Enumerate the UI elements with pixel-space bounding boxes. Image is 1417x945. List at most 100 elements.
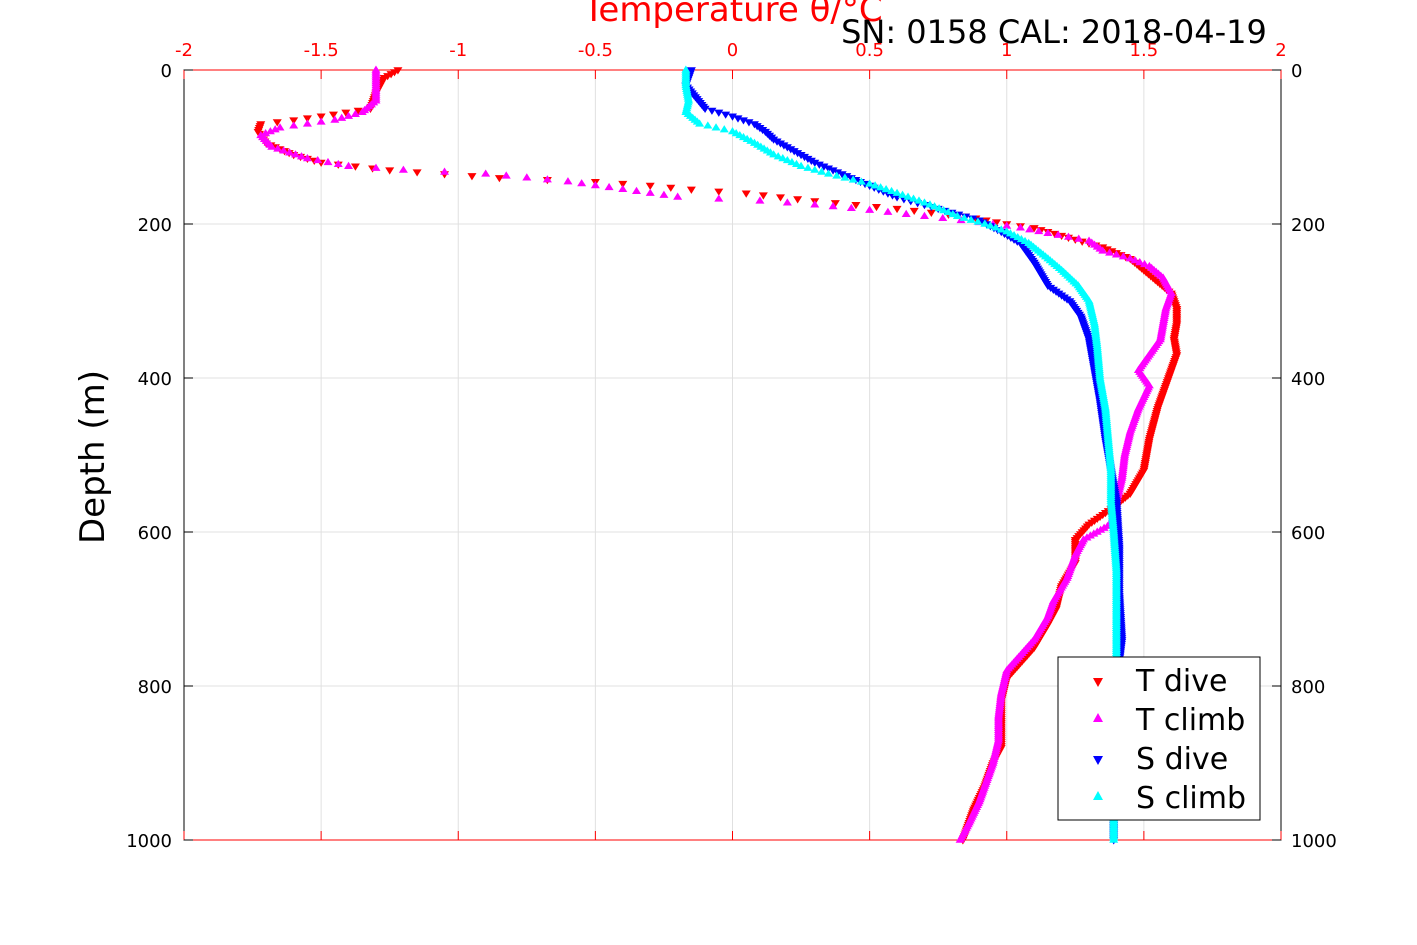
data-point	[943, 207, 953, 216]
data-point	[440, 167, 450, 175]
data-point	[700, 105, 710, 113]
data-point	[645, 188, 655, 196]
data-point	[357, 107, 367, 116]
data-point	[744, 119, 754, 127]
data-point	[1043, 228, 1053, 236]
data-point	[1015, 223, 1025, 231]
data-point	[1109, 835, 1119, 843]
y-tick-label-left: 800	[138, 677, 172, 698]
data-point	[1053, 230, 1063, 238]
data-point	[728, 113, 737, 121]
legend-marker-t-dive	[1093, 678, 1103, 687]
data-point	[279, 146, 289, 154]
data-point	[803, 163, 813, 171]
data-point	[926, 209, 936, 217]
data-point	[934, 204, 944, 212]
data-point	[1118, 252, 1128, 260]
y-tick-label-right: 400	[1291, 369, 1325, 390]
data-point	[711, 123, 721, 131]
data-point	[265, 127, 275, 135]
data-point	[823, 165, 833, 173]
data-point	[371, 163, 381, 171]
legend-label-t-climb: T climb	[1135, 703, 1245, 738]
data-point	[738, 117, 748, 125]
data-point	[817, 167, 827, 175]
data-point	[302, 119, 312, 127]
data-point	[819, 163, 829, 171]
data-point	[881, 185, 891, 193]
data-point	[604, 182, 614, 191]
data-point	[919, 211, 929, 219]
data-point	[1025, 225, 1035, 233]
data-point	[385, 167, 395, 175]
data-point	[350, 163, 360, 171]
data-point	[707, 107, 717, 115]
data-point	[814, 161, 824, 169]
x-tick-label: -0.5	[578, 40, 613, 61]
data-point	[775, 194, 785, 202]
x-tick-label: -1.5	[304, 40, 339, 61]
x-tick-label: 0	[727, 40, 738, 61]
data-point	[973, 217, 983, 225]
data-point	[316, 117, 326, 125]
data-point	[1135, 258, 1145, 266]
data-point	[522, 173, 532, 181]
data-point	[412, 169, 422, 177]
data-point	[939, 206, 949, 214]
data-point	[828, 202, 838, 210]
data-point	[1125, 254, 1135, 262]
data-point	[810, 159, 820, 167]
data-point	[930, 202, 940, 210]
data-point	[285, 148, 295, 156]
data-point	[695, 119, 705, 127]
series-t-dive	[253, 67, 1182, 845]
data-point	[333, 159, 343, 168]
data-point	[837, 171, 847, 179]
data-point	[980, 219, 990, 227]
data-point	[856, 177, 866, 185]
data-point	[810, 200, 820, 208]
y-tick-label-left: 400	[138, 369, 172, 390]
data-point	[991, 219, 1001, 227]
legend-label-s-climb: S climb	[1136, 781, 1246, 816]
legend-label-s-dive: S dive	[1136, 742, 1228, 777]
data-point	[302, 154, 312, 162]
legend-marker-s-dive	[1093, 756, 1103, 765]
legend-marker-s-climb	[1093, 791, 1103, 800]
data-point	[501, 171, 511, 179]
data-point	[851, 202, 861, 210]
data-point	[344, 161, 354, 169]
data-point	[313, 155, 323, 164]
data-point	[590, 181, 600, 189]
data-point	[1140, 259, 1150, 268]
x-tick-label: -2	[175, 40, 193, 61]
data-point	[1074, 234, 1084, 242]
data-point	[291, 150, 301, 158]
data-point	[289, 121, 299, 129]
data-point	[328, 111, 338, 119]
data-point	[494, 175, 504, 183]
data-point	[632, 186, 642, 194]
data-point	[1111, 250, 1121, 258]
data-point	[659, 190, 669, 198]
data-point	[344, 111, 354, 119]
data-point	[791, 159, 801, 168]
data-point	[966, 215, 976, 223]
data-point	[796, 161, 806, 169]
x-tick-label: 0.5	[855, 40, 884, 61]
y-tick-label-left: 0	[161, 61, 172, 82]
data-point	[1034, 226, 1044, 235]
data-point	[316, 113, 326, 121]
data-series	[253, 65, 1182, 845]
data-point	[296, 152, 306, 160]
data-point	[773, 152, 783, 160]
data-point	[871, 203, 881, 212]
data-point	[883, 207, 893, 215]
legend-box	[1057, 656, 1261, 821]
data-point	[810, 165, 820, 173]
data-point	[887, 186, 897, 195]
data-point	[337, 113, 347, 121]
y-tick-label-left: 200	[138, 215, 172, 236]
